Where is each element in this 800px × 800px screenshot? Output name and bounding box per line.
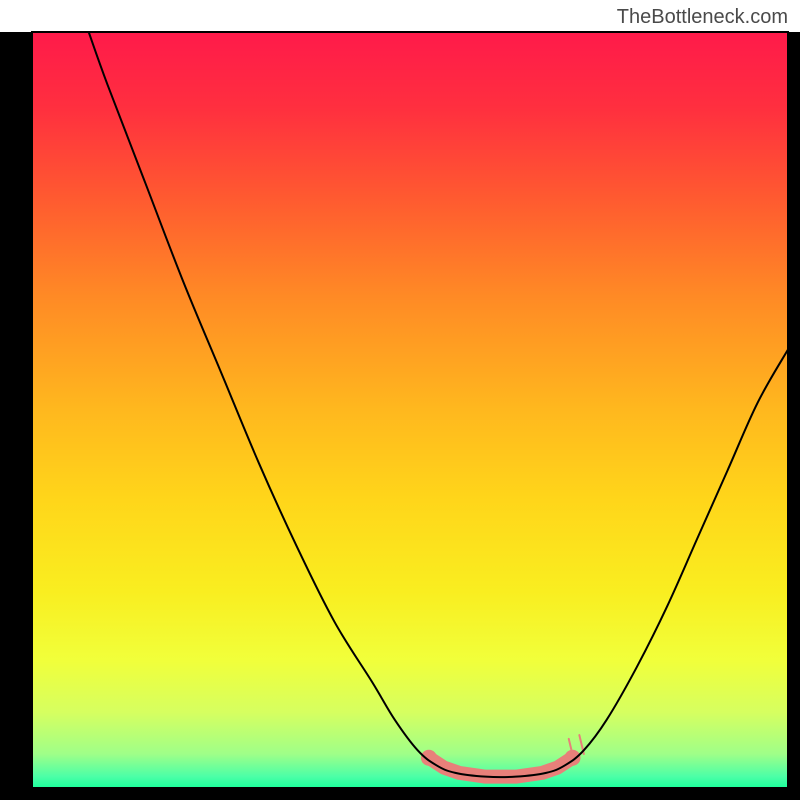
watermark-text: TheBottleneck.com [617,6,788,29]
chart-container: TheBottleneck.com [0,0,800,800]
chart-svg [0,0,800,800]
